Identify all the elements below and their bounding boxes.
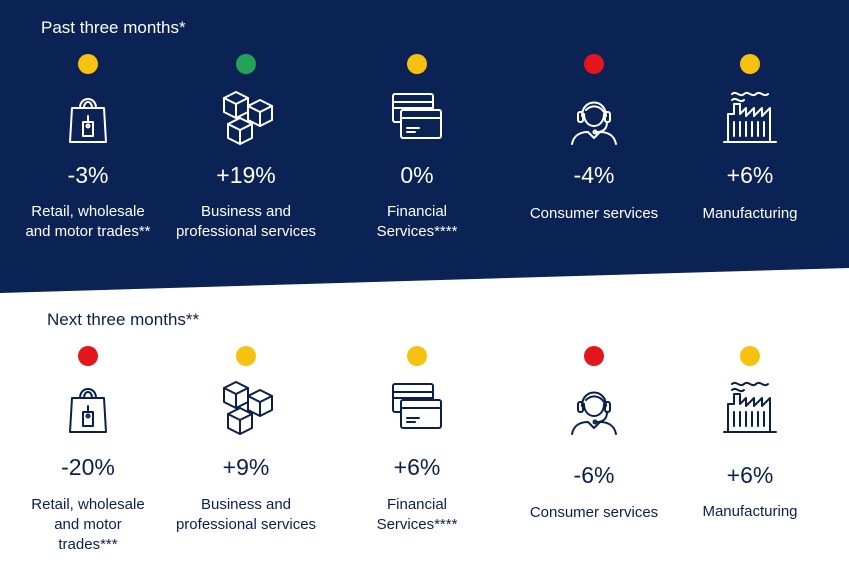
sector-label-line: and motor [54, 516, 122, 533]
credit-cards-icon [387, 376, 447, 436]
sector-label: Financial Services**** [337, 495, 497, 535]
change-value: -4% [573, 162, 615, 188]
change-value: 0% [400, 162, 434, 188]
credit-cards-icon [387, 86, 447, 146]
change-value: +6% [726, 462, 774, 488]
status-yellow-dot [407, 346, 427, 366]
sector-label: Business and professional services [166, 495, 326, 535]
sector-label: Consumer services [514, 204, 674, 224]
boxes-icon [216, 376, 276, 436]
sector-label: Consumer services [514, 503, 674, 523]
status-red-dot [584, 54, 604, 74]
sector-label: Retail, wholesale and motor trades*** [8, 495, 168, 555]
status-yellow-dot [407, 54, 427, 74]
header-banner [0, 0, 849, 293]
sector-label: Manufacturing [670, 502, 830, 522]
boxes-icon [216, 86, 276, 146]
sector-label-line: Manufacturing [702, 205, 798, 222]
change-value: +6% [393, 454, 441, 480]
sector-label-line: trades*** [58, 536, 118, 553]
sector-label-line: Manufacturing [702, 503, 798, 520]
status-red-dot [78, 346, 98, 366]
change-value: +19% [216, 162, 276, 188]
change-value: -3% [67, 162, 109, 188]
factory-icon [720, 86, 780, 146]
sector-label-line: Business and [200, 496, 292, 513]
sector-label-line: Consumer services [529, 504, 659, 521]
change-value: -20% [61, 454, 115, 480]
change-value: +9% [222, 454, 270, 480]
status-yellow-dot [740, 54, 760, 74]
sector-label-line: Business and [200, 203, 292, 220]
change-value: -6% [573, 462, 615, 488]
sector-label: Business and professional services [166, 202, 326, 242]
status-yellow-dot [78, 54, 98, 74]
next-section-title: Next three months** [47, 310, 200, 329]
sector-label-line: Financial [386, 203, 448, 220]
sector-label: Retail, wholesale and motor trades** [8, 202, 168, 242]
sector-label: Financial Services**** [337, 202, 497, 242]
status-yellow-dot [740, 346, 760, 366]
shopping-bag-icon [58, 376, 118, 436]
headset-agent-icon [564, 376, 624, 436]
status-red-dot [584, 346, 604, 366]
past-section-title: Past three months* [41, 18, 186, 37]
sector-label-line: and motor trades** [25, 223, 151, 240]
sector-label-line: Retail, wholesale [31, 496, 145, 513]
sector-label-line: Retail, wholesale [31, 203, 145, 220]
sector-label-line: Consumer services [529, 205, 659, 222]
sector-label-line: Services**** [376, 516, 458, 533]
change-value: +6% [726, 162, 774, 188]
factory-icon [720, 376, 780, 436]
sector-label-line: professional services [175, 223, 317, 240]
sector-label-line: Financial [386, 496, 448, 513]
sector-label: Manufacturing [670, 204, 830, 224]
sector-label-line: professional services [175, 516, 317, 533]
status-yellow-dot [236, 346, 256, 366]
banner-shape [0, 0, 849, 293]
headset-agent-icon [564, 86, 624, 146]
shopping-bag-icon [58, 86, 118, 146]
sector-label-line: Services**** [376, 223, 458, 240]
status-green-dot [236, 54, 256, 74]
